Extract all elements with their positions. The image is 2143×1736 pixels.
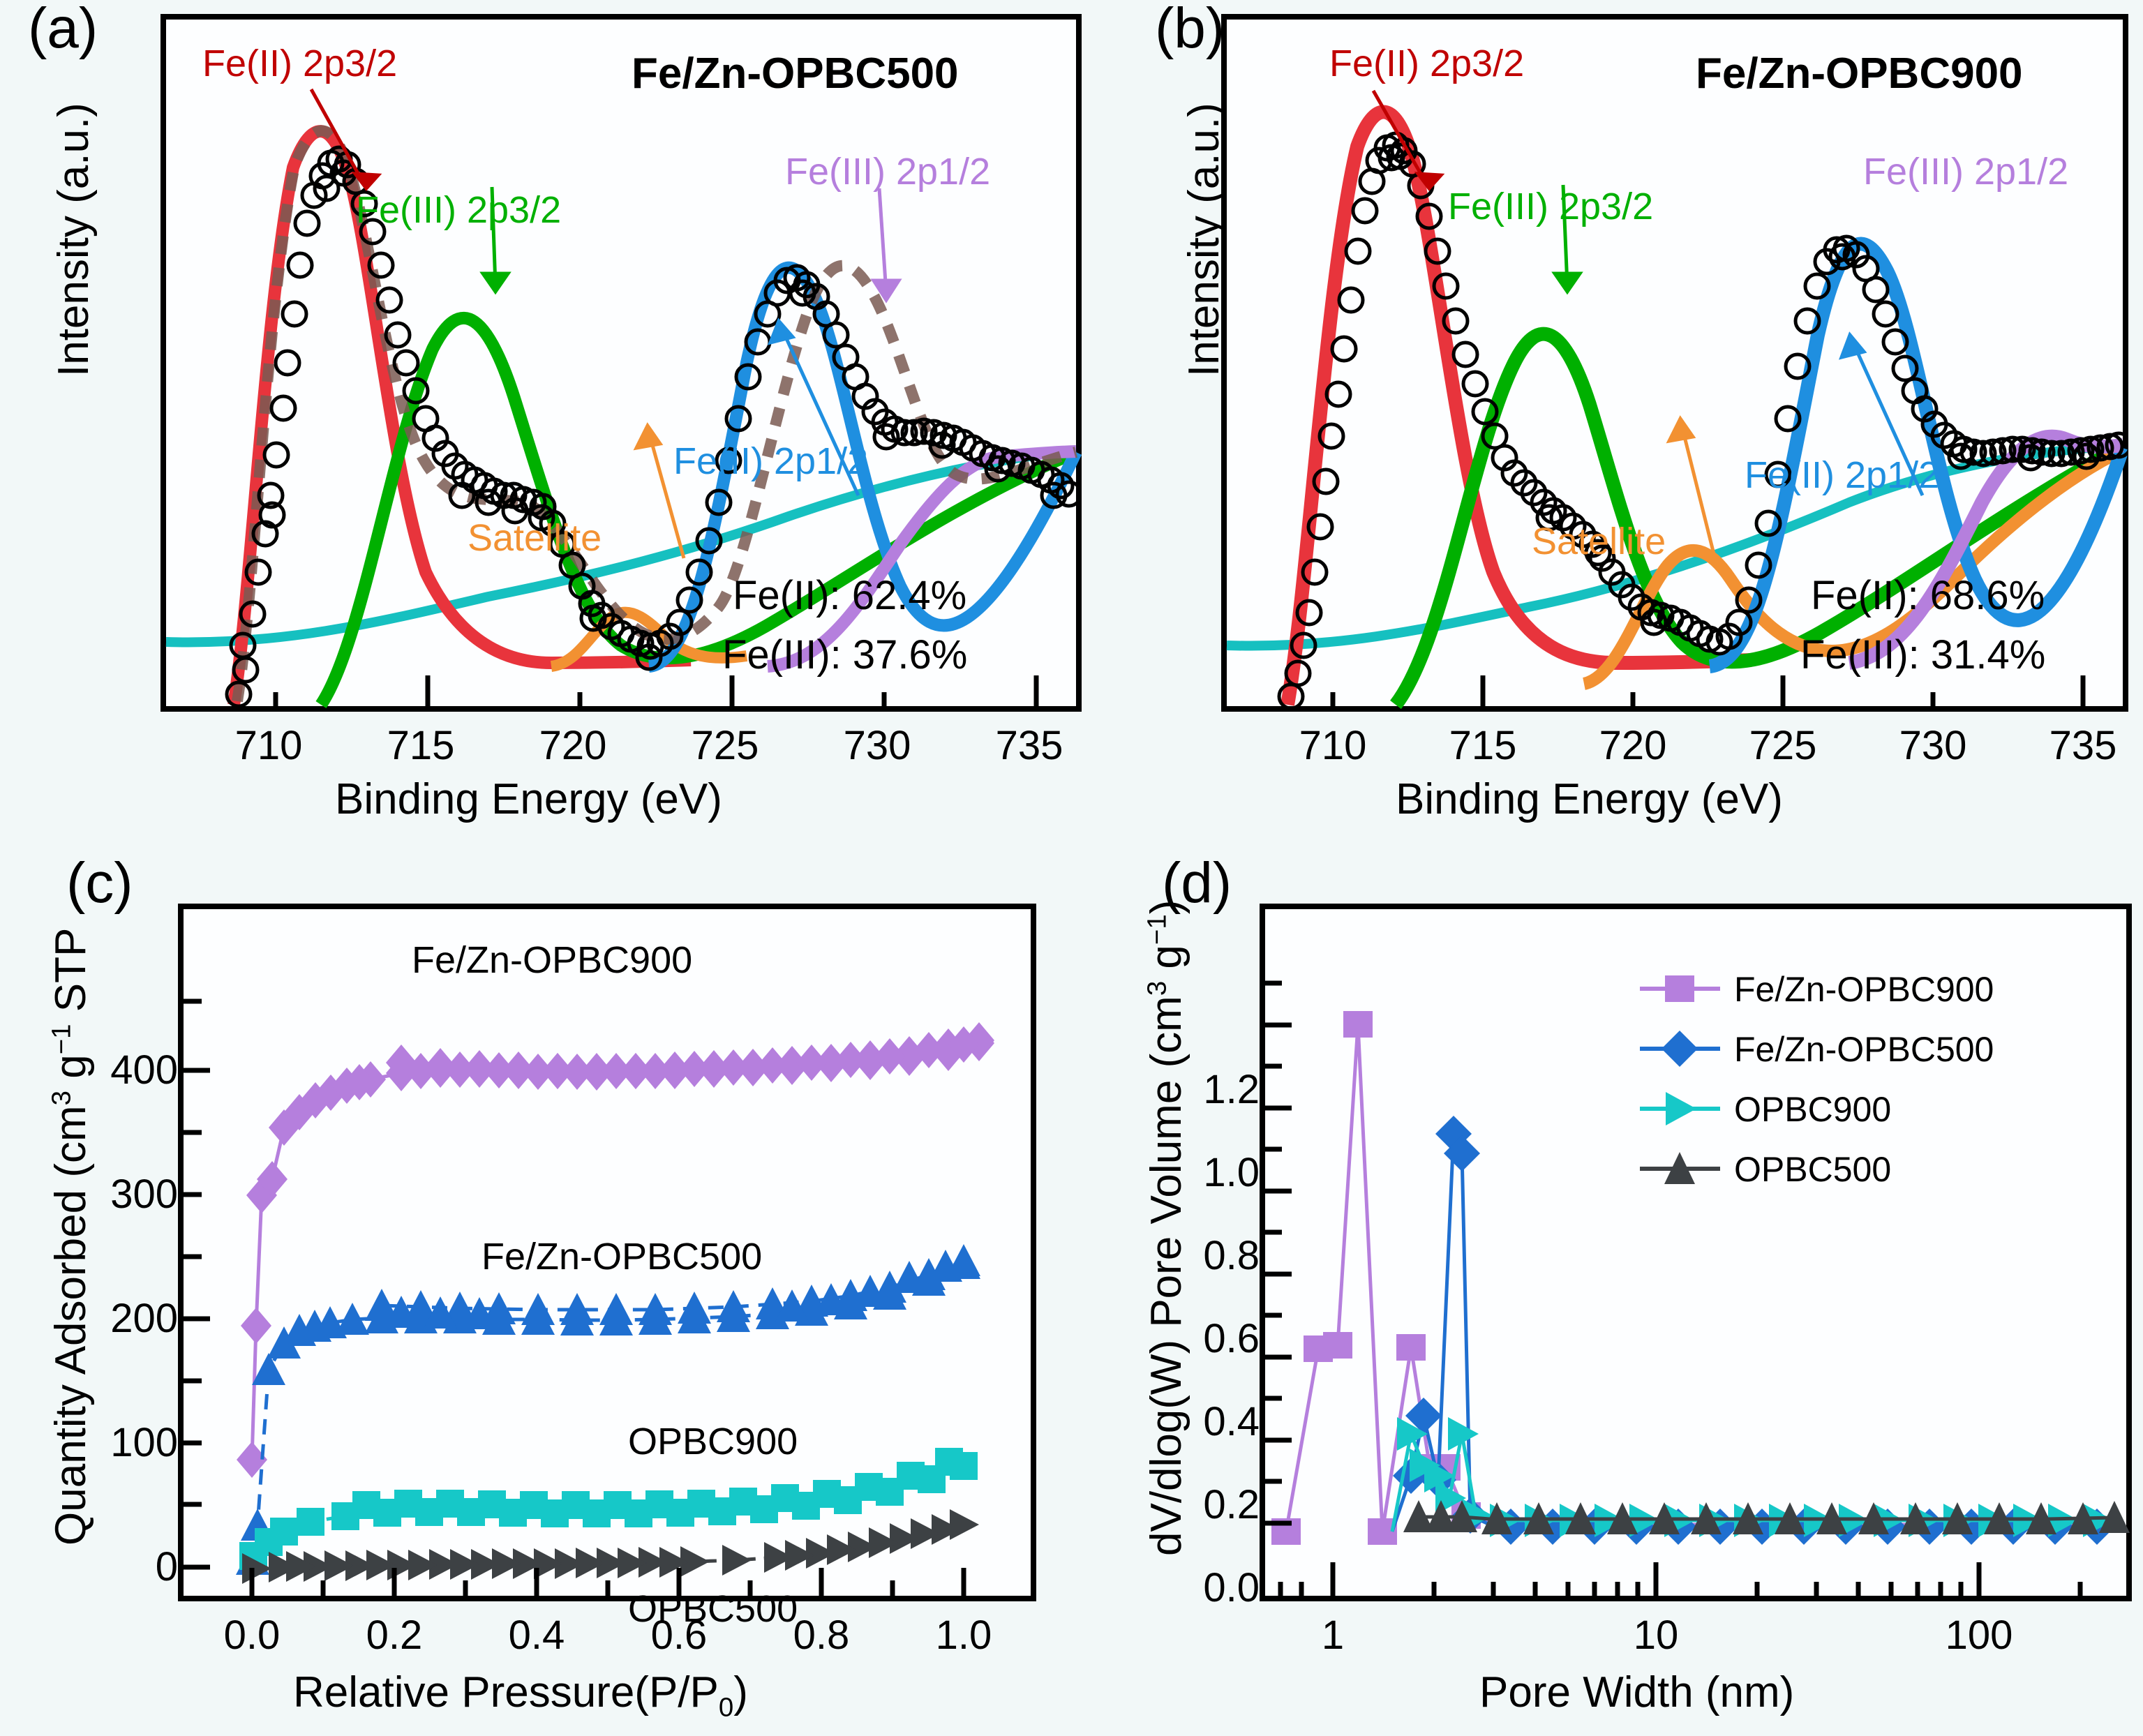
- panel-a-anno-fe3-2p32: Fe(III) 2p3/2: [356, 189, 562, 231]
- panel-b-xlabel: Binding Energy (eV): [1396, 775, 1783, 823]
- panel-c-xtick-1: 0.2: [366, 1612, 423, 1658]
- panel-c-ytick-0: 0: [155, 1544, 178, 1589]
- panel-b-anno-satellite: Satellite: [1532, 521, 1666, 562]
- panel-c-ylabel-sup1: 3: [46, 1090, 77, 1106]
- panel-b-xtick-3: 725: [1749, 723, 1817, 768]
- panel-b-xtick-2: 720: [1599, 723, 1667, 768]
- panel-d-xtick-10: 10: [1633, 1612, 1679, 1658]
- panel-b-anno-fe3-2p12: Fe(III) 2p1/2: [1863, 151, 2069, 193]
- panel-d-ytick-1: 0.2: [1203, 1482, 1260, 1527]
- panel-c-xtick-4: 0.8: [793, 1612, 850, 1658]
- panel-d-xlabel: Pore Width (nm): [1479, 1668, 1795, 1716]
- panel-b-anno-fe3-2p32: Fe(III) 2p3/2: [1448, 186, 1654, 227]
- panel-c-curve-label-opbc500: OPBC500: [628, 1588, 798, 1630]
- panel-a-anno-fe2-2p32: Fe(II) 2p3/2: [202, 43, 398, 84]
- panel-d-ylabel-b: g: [1142, 945, 1190, 981]
- panel-b-fe2-percent: Fe(II): 68.6%: [1811, 573, 2045, 618]
- panel-b-fe3-percent: Fe(III): 31.4%: [1800, 632, 2046, 678]
- svg-text:Fe/Zn-OPBC900: Fe/Zn-OPBC900: [1734, 970, 1994, 1009]
- panel-a-xtick-3: 725: [691, 723, 759, 768]
- panel-c-plot: [178, 904, 1036, 1601]
- panel-b-xtick-1: 715: [1449, 723, 1517, 768]
- panel-a-anno-fe2-2p12: Fe(II) 2p1/2: [673, 440, 869, 482]
- panel-d-tag: (d): [1162, 851, 1232, 915]
- panel-a-anno-satellite: Satellite: [468, 517, 602, 559]
- panel-c-xlabel: Relative Pressure(P/P0): [293, 1668, 748, 1723]
- panel-a-xtick-4: 730: [843, 723, 911, 768]
- panel-c-curve-label-opbc900: OPBC900: [628, 1421, 798, 1462]
- panel-c-curve-label-fzopbc500: Fe/Zn-OPBC500: [481, 1236, 763, 1278]
- panel-b-anno-fe2-2p12: Fe(II) 2p1/2: [1745, 454, 1940, 496]
- panel-b-xtick-0: 710: [1299, 723, 1367, 768]
- panel-d-ytick-5: 1.0: [1203, 1150, 1260, 1195]
- panel-b-plot: [1221, 14, 2128, 712]
- panel-a-ylabel: Intensity (a.u.): [50, 103, 98, 377]
- panel-d-ylabel-sup1: 3: [1142, 980, 1172, 996]
- panel-b-anno-fe2-2p32: Fe(II) 2p3/2: [1329, 43, 1525, 84]
- panel-d-ytick-0: 0.0: [1203, 1565, 1260, 1610]
- panel-a-xtick-2: 720: [539, 723, 607, 768]
- panel-d-ytick-6: 1.2: [1203, 1067, 1260, 1112]
- panel-d-xtick-1: 1: [1321, 1612, 1345, 1658]
- panel-b-xtick-5: 735: [2049, 723, 2117, 768]
- panel-a-xlabel: Binding Energy (eV): [335, 775, 722, 823]
- panel-c-ytick-400: 400: [110, 1047, 178, 1093]
- panel-a-xtick-1: 715: [387, 723, 455, 768]
- panel-d-ylabel-c: ): [1142, 899, 1190, 915]
- panel-c-xlabel-sub: 0: [718, 1692, 734, 1723]
- svg-text:OPBC900: OPBC900: [1734, 1090, 1891, 1129]
- panel-a-xtick-5: 735: [995, 723, 1063, 768]
- panel-c-xlabel-main: Relative Pressure(P/P: [293, 1668, 719, 1716]
- panel-a-xtick-0: 710: [234, 723, 303, 768]
- panel-b-xtick-4: 730: [1899, 723, 1967, 768]
- panel-c-tag: (c): [66, 851, 133, 915]
- panel-d-ytick-2: 0.4: [1203, 1399, 1260, 1444]
- svg-text:OPBC500: OPBC500: [1734, 1150, 1891, 1189]
- panel-c-ylabel-sup2: −1: [46, 1024, 77, 1055]
- panel-c-ytick-200: 200: [110, 1296, 178, 1341]
- panel-c-xlabel-tail: ): [733, 1668, 748, 1716]
- panel-a-fe3-percent: Fe(III): 37.6%: [722, 632, 968, 678]
- panel-c-xtick-0: 0.0: [223, 1612, 281, 1658]
- panel-d-legend: Fe/Zn-OPBC900 Fe/Zn-OPBC500 OPBC900 OPBC…: [1640, 970, 1994, 1189]
- panel-c-ytick-300: 300: [110, 1172, 178, 1217]
- panel-c-ytick-100: 100: [110, 1420, 178, 1465]
- svg-text:Fe/Zn-OPBC500: Fe/Zn-OPBC500: [1734, 1030, 1994, 1069]
- panel-d-xtick-100: 100: [1945, 1612, 2013, 1658]
- panel-c-curve-label-fzopbc900: Fe/Zn-OPBC900: [412, 939, 693, 981]
- panel-b-title: Fe/Zn-OPBC900: [1696, 50, 2023, 98]
- panel-d-ytick-4: 0.8: [1203, 1233, 1260, 1278]
- panel-a-tag: (a): [28, 0, 98, 60]
- panel-c-xtick-3: 0.6: [650, 1612, 708, 1658]
- panel-a-anno-fe3-2p12: Fe(III) 2p1/2: [785, 151, 991, 193]
- panel-d-ytick-3: 0.6: [1203, 1316, 1260, 1361]
- panel-c-xtick-2: 0.4: [508, 1612, 565, 1658]
- panel-d-ylabel: dV/dlog(W) Pore Volume (cm3 g−1): [1142, 900, 1191, 1556]
- panel-a-plot: [160, 14, 1082, 712]
- panel-c-xtick-5: 1.0: [935, 1612, 992, 1658]
- panel-d-ylabel-sup2: −1: [1142, 914, 1172, 945]
- panel-c-ylabel-c: STP: [47, 927, 95, 1024]
- panel-d-plot: Fe/Zn-OPBC900 Fe/Zn-OPBC500 OPBC900 OPBC…: [1260, 904, 2132, 1601]
- panel-a-fe2-percent: Fe(II): 62.4%: [733, 573, 967, 618]
- panel-a-title: Fe/Zn-OPBC500: [632, 50, 959, 98]
- panel-b-tag: (b): [1155, 0, 1225, 60]
